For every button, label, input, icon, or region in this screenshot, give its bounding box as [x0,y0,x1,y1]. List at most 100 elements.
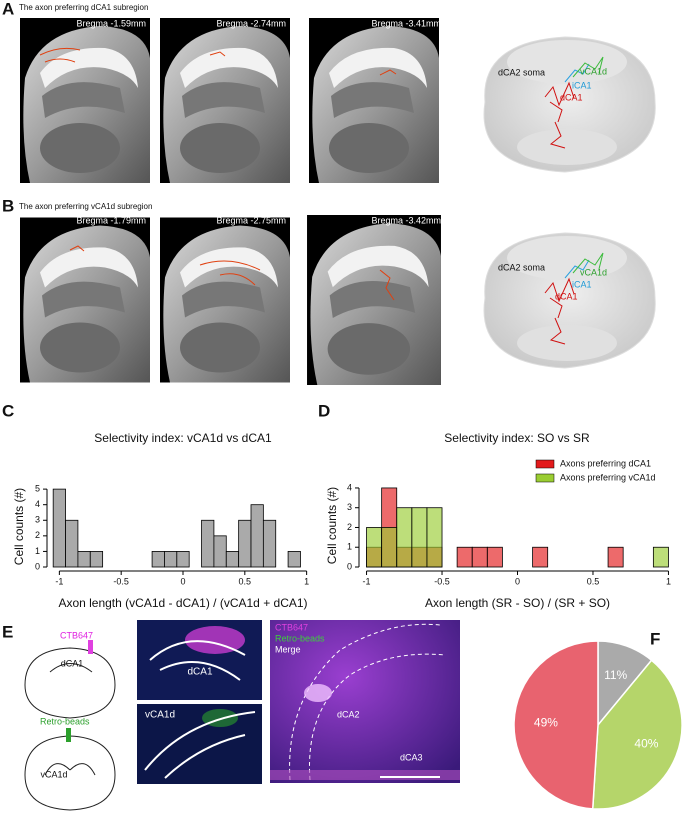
bar [262,519,277,568]
x-tick-label: -0.5 [113,576,129,586]
contour [149,640,246,681]
pie-slice [513,640,599,810]
pipette [88,640,93,654]
bregma-label: Bregma -2.74mm [216,18,286,28]
micrograph [270,620,460,783]
bar [77,551,91,568]
bregma-label: Bregma -1.59mm [76,18,146,28]
brain-label: vCA1d [580,267,607,277]
bar [396,507,413,568]
bregma-label: Bregma -2.75mm [216,215,286,225]
chart-title: Selectivity index: vCA1d vs dCA1 [94,431,272,445]
caption: The axon preferring vCA1d subregion [19,202,152,211]
caption: The axon preferring dCA1 subregion [19,3,148,12]
brain-slice [20,217,150,383]
bar [238,519,252,568]
brain-label: dCA2 soma [498,262,545,272]
x-tick-label: 1 [666,576,671,586]
bar [411,507,428,568]
bar [213,535,227,568]
slice-label: 11% [604,668,627,682]
legend-label: Retro-beads [275,633,325,643]
axon-trace [39,47,81,63]
x-tick-label: 0 [180,576,185,586]
bar [471,546,488,568]
region-label: dCA1 [61,658,84,668]
slice-label: 49% [534,716,558,730]
legend-label: Axons preferring dCA1 [560,458,651,468]
bregma-label: Bregma -1.79mm [76,215,146,225]
bar [151,551,165,568]
brain-slice [309,18,439,183]
bar [381,527,398,568]
legend-swatch [535,473,555,483]
brain-label: dCA1 [555,291,578,301]
x-axis-label: Axon length (SR - SO) / (SR + SO) [425,596,610,610]
y-tick-label: 5 [35,483,40,493]
contour [289,623,441,781]
bar [366,527,383,568]
y-tick-label: 2 [347,522,352,532]
bar [287,551,301,568]
x-tick-label: 0 [515,576,520,586]
brain-slice [20,18,150,183]
legend-swatch [535,459,555,469]
image-label: vCA1d [145,710,175,721]
region-label: dCA2 [337,709,360,719]
tracer-label: Retro-beads [40,716,90,726]
x-tick-label: 0.5 [587,576,600,586]
slice-label: 40% [634,736,658,750]
bar [426,507,443,568]
y-tick-label: 1 [347,542,352,552]
region-label: vCA1d [40,769,67,779]
pipette [66,728,71,742]
bar [89,551,104,568]
bar [250,504,264,568]
panel-label: A [2,0,14,18]
brain-label: iCA1 [572,279,592,289]
axon-trace [209,51,397,76]
legend-label: Axons preferring vCA1d [560,472,656,482]
bar [652,546,669,568]
bar [486,546,503,568]
y-axis-label: Cell counts (#) [12,488,26,565]
bar [164,551,178,568]
bar [52,488,66,568]
y-tick-label: 4 [35,499,40,509]
brain-slice [307,215,441,385]
bar [456,546,473,568]
x-tick-label: 0.5 [239,576,252,586]
brain-slice [160,18,290,183]
panel-label: C [2,401,14,420]
contour [309,653,446,781]
x-tick-label: -1 [363,576,371,586]
bar [65,519,79,568]
bregma-label: Bregma -3.41mm [371,18,441,28]
brain-3d [483,36,656,173]
stain [270,770,460,780]
bar [225,551,240,568]
y-tick-label: 2 [35,530,40,540]
contour [144,711,256,779]
legend-label: Merge [275,644,301,654]
y-tick-label: 0 [35,561,40,571]
schematic-section [24,735,116,811]
y-tick-label: 4 [347,482,352,492]
bar [201,519,215,568]
y-tick-label: 3 [35,515,40,525]
y-tick-label: 1 [35,546,40,556]
brain-slice [160,217,290,383]
bar [176,551,190,568]
panel-label: E [2,622,13,641]
region-label: dCA3 [400,752,423,762]
legend-label: CTB647 [275,622,308,632]
brain-label: vCA1d [580,66,607,76]
x-tick-label: 1 [304,576,309,586]
x-tick-label: -0.5 [434,576,450,586]
micrograph [137,704,262,784]
brain-label: dCA1 [560,92,583,102]
x-tick-label: -1 [55,576,63,586]
chart-title: Selectivity index: SO vs SR [444,431,590,445]
pie-slice [591,659,683,810]
